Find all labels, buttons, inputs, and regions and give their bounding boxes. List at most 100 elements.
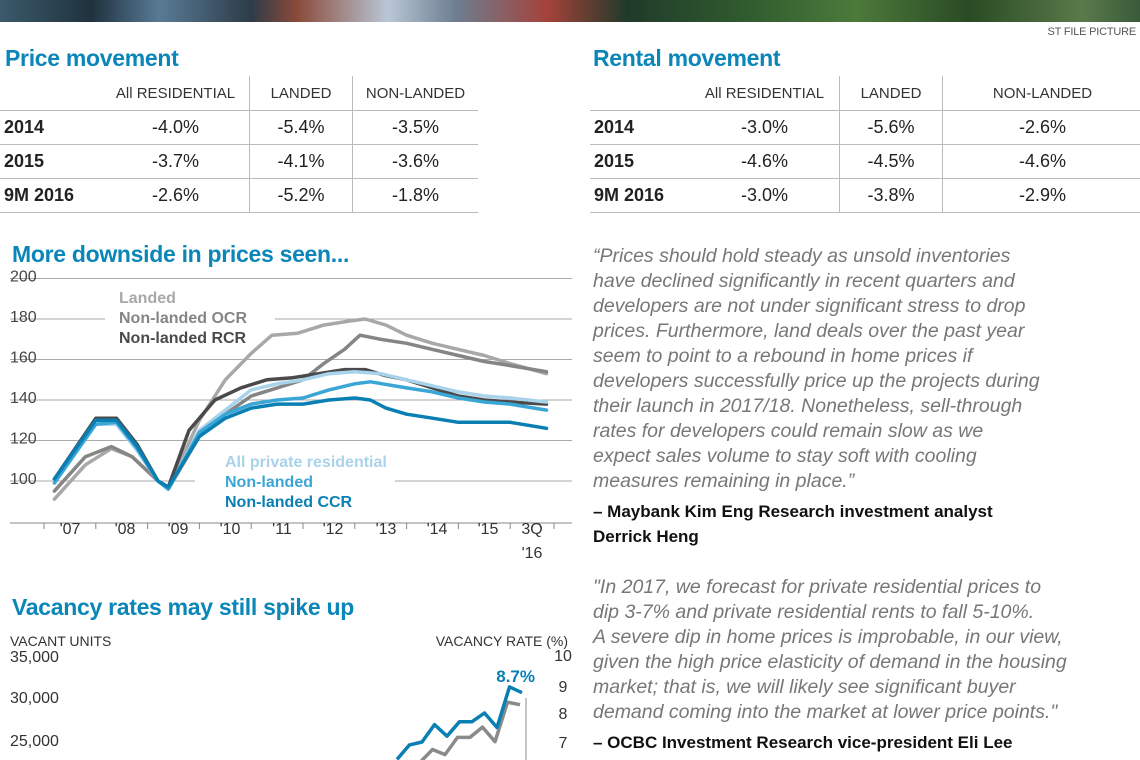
x-tick-label: '12 [323, 521, 344, 538]
right-tick-label: 9 [559, 679, 568, 696]
cell: -4.6% [690, 144, 840, 179]
y-tick-label: 200 [10, 270, 37, 286]
x-tick-label: '14 [427, 521, 448, 538]
vacant-units-line [419, 700, 521, 760]
quote-line: given the high price elasticity of deman… [593, 651, 1067, 673]
cell: -5.2% [249, 178, 353, 213]
table-row: 2014 -4.0% -5.4% -3.5% [0, 110, 478, 145]
table-row: 9M 2016 -2.6% -5.2% -1.8% [0, 178, 478, 213]
legend-label: All private residential [225, 454, 387, 471]
cell: -4.1% [249, 144, 353, 179]
quote-line: demand coming into the market at lower p… [593, 701, 1058, 723]
legend-label: Landed [119, 290, 176, 307]
row-label: 9M 2016 [0, 178, 102, 213]
cell: -4.5% [839, 144, 943, 179]
x-tick-label: '09 [168, 521, 189, 538]
legend-label: Non-landed CCR [225, 494, 353, 511]
photo-credit: ST FILE PICTURE [1047, 26, 1137, 38]
legend-mask [195, 473, 395, 489]
right-tick-label: 7 [559, 735, 568, 752]
rental-movement-table: All RESIDENTIAL LANDED NON-LANDED 2014 -… [590, 76, 1140, 213]
vacancy-chart: VACANT UNITS VACANCY RATE (%) 35,000 30,000… [10, 633, 572, 760]
quote-line: have declined significantly in recent qu… [593, 270, 1015, 292]
table-row: 2015 -3.7% -4.1% -3.6% [0, 144, 478, 179]
cell: -3.5% [352, 110, 478, 145]
price-movement-title: Price movement [5, 45, 179, 71]
quote-line: prices. Furthermore, land deals over the… [593, 320, 1025, 342]
row-label: 2014 [0, 110, 102, 145]
cell: -2.6% [102, 178, 250, 213]
x-tick-label: '07 [60, 521, 81, 538]
cell: -4.6% [942, 144, 1140, 179]
row-label: 2015 [590, 144, 690, 179]
y-tick-label: 100 [10, 471, 37, 488]
y-tick-label: 160 [10, 350, 37, 367]
cell: -2.6% [942, 110, 1140, 145]
right-tick-label: 10 [554, 648, 572, 665]
header-cell: NON-LANDED [942, 76, 1140, 111]
table-row: 2015 -4.6% -4.5% -4.6% [590, 144, 1140, 179]
x-tick-label: '10 [220, 521, 241, 538]
table-row: 9M 2016 -3.0% -3.8% -2.9% [590, 178, 1140, 213]
maybank-attribution: – Maybank Kim Eng Research investment an… [593, 499, 993, 549]
legend-label: Non-landed [225, 474, 313, 491]
quote-line: seem to point to a rebound in home price… [593, 345, 973, 367]
legend-label: Non-landed RCR [119, 330, 247, 347]
left-axis-label: VACANT UNITS [10, 633, 111, 649]
left-tick-label: 30,000 [10, 690, 59, 707]
vacancy-rate-line [395, 685, 523, 760]
legend-label: Non-landed OCR [119, 310, 247, 327]
header-cell: All RESIDENTIAL [704, 84, 825, 102]
x-tick-label: 3Q [521, 521, 542, 538]
price-movement-table: All RESIDENTIAL LANDED NON-LANDED 2014 -… [0, 76, 478, 213]
quote-line: measures remaining in place.” [593, 470, 855, 492]
x-tick-label: '08 [115, 521, 136, 538]
quote-line: dip 3-7% and private residential rents t… [593, 601, 1035, 623]
ocbc-attribution: – OCBC Investment Research vice-presiden… [593, 730, 1013, 755]
x-tick-label: '16 [522, 545, 543, 562]
legend-mask [105, 311, 275, 327]
y-tick-label: 180 [10, 309, 37, 326]
header-cell: LANDED [839, 76, 943, 111]
attribution-line: – Maybank Kim Eng Research investment an… [593, 502, 993, 521]
x-tick-label: '11 [272, 521, 292, 538]
right-axis-label: VACANCY RATE (%) [436, 633, 568, 649]
quote-line: “Prices should hold steady as unsold inv… [593, 245, 1011, 267]
left-tick-label: 35,000 [10, 649, 59, 666]
ocbc-quote: "In 2017, we forecast for private reside… [593, 575, 1067, 725]
cell: -5.6% [839, 110, 943, 145]
cell: -4.0% [102, 110, 250, 145]
table-row: 2014 -3.0% -5.6% -2.6% [590, 110, 1140, 145]
attribution-line: – OCBC Investment Research vice-presiden… [593, 733, 1013, 752]
row-label: 9M 2016 [590, 178, 690, 213]
header-cell: NON-LANDED [352, 76, 478, 111]
x-tick-label: '13 [376, 521, 397, 538]
cell: -1.8% [352, 178, 478, 213]
header-photo [0, 0, 1140, 22]
header-cell [0, 76, 102, 111]
quote-line: rates for developers could remain slow a… [593, 420, 984, 442]
y-tick-label: 140 [10, 390, 37, 407]
price-index-chart: 100 120 140 160 180 200 '07 '08 '09 '10 '11 '12 '13 '… [10, 270, 572, 562]
quote-line: developers are not under significant str… [593, 295, 1026, 317]
cell: -2.9% [942, 178, 1140, 213]
y-tick-label: 120 [10, 431, 37, 448]
cell: -5.4% [249, 110, 353, 145]
series-line-non-landed-ccr [52, 396, 549, 489]
x-tick-label: '15 [478, 521, 499, 538]
peak-rate-label: 8.7% [496, 667, 535, 686]
header-cell: LANDED [249, 76, 353, 111]
left-tick-label: 25,000 [10, 733, 59, 750]
rental-movement-title: Rental movement [593, 45, 781, 71]
cell: -3.7% [102, 144, 250, 179]
quote-line: developers successfully price up the pro… [593, 370, 1040, 392]
header-cell [590, 76, 690, 111]
row-label: 2015 [0, 144, 102, 179]
quote-line: A severe dip in home prices is improbabl… [593, 626, 1063, 648]
attribution-line: Derrick Heng [593, 527, 699, 546]
quote-line: "In 2017, we forecast for private reside… [593, 576, 1042, 598]
quote-line: expect sales volume to stay soft with co… [593, 445, 977, 467]
cell: -3.6% [352, 144, 478, 179]
header-cell: All RESIDENTIAL [115, 84, 236, 102]
vacancy-chart-title: Vacancy rates may still spike up [12, 594, 354, 620]
